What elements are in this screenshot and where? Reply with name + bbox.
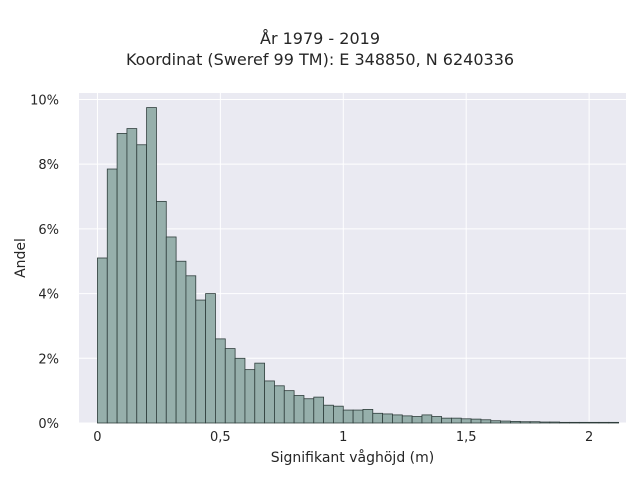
histogram-bar xyxy=(165,236,177,424)
histogram-bar xyxy=(205,293,216,424)
y-tick-label: 4% xyxy=(38,288,59,303)
y-tick-label: 0% xyxy=(38,417,59,432)
histogram-bar xyxy=(470,418,482,424)
y-tick-label: 2% xyxy=(38,352,59,367)
histogram-bar xyxy=(175,260,187,424)
histogram-bar xyxy=(529,421,541,424)
histogram-bar xyxy=(106,168,118,424)
y-axis-label: Andel xyxy=(13,238,29,278)
histogram-bar xyxy=(185,275,197,424)
y-tick-label: 10% xyxy=(30,93,59,108)
x-axis-ticks: 0 0,5 1 1,5 2 xyxy=(93,430,593,445)
histogram-bar xyxy=(333,405,344,424)
histogram-bar xyxy=(293,395,305,424)
histogram-bar xyxy=(510,420,521,424)
histogram-bar xyxy=(500,420,511,424)
histogram-bar xyxy=(313,396,325,424)
histogram-bar xyxy=(441,417,452,424)
y-tick-label: 6% xyxy=(38,223,59,238)
x-tick-label: 1,5 xyxy=(456,430,477,445)
chart-title-line-1: År 1979 - 2019 xyxy=(260,29,380,48)
histogram-bar xyxy=(342,409,354,424)
y-axis-ticks: 0% 2% 4% 6% 8% 10% xyxy=(30,93,59,432)
y-tick-label: 8% xyxy=(38,158,59,173)
histogram-bar xyxy=(136,144,148,424)
histogram-bar xyxy=(480,419,492,424)
histogram-bar xyxy=(303,398,315,424)
histogram-bar xyxy=(116,133,128,424)
histogram-bar xyxy=(224,348,236,424)
histogram-bar xyxy=(411,416,423,424)
histogram-bar xyxy=(401,415,413,424)
histogram-bar xyxy=(392,414,403,424)
histogram-bar xyxy=(588,421,600,424)
histogram-bar xyxy=(608,421,620,424)
x-tick-label: 2 xyxy=(585,430,593,445)
x-axis-label: Signifikant våghöjd (m) xyxy=(271,449,434,466)
histogram-bar xyxy=(490,420,502,424)
histogram-bar xyxy=(195,299,207,424)
histogram-bar xyxy=(215,338,226,424)
x-tick-label: 0 xyxy=(93,430,101,445)
histogram-bar xyxy=(283,390,295,424)
histogram-bar xyxy=(372,412,384,424)
histogram-bar xyxy=(274,385,285,424)
histogram-bar xyxy=(254,362,266,424)
histogram-bar xyxy=(323,404,334,424)
histogram-bar xyxy=(146,107,157,424)
histogram-bar xyxy=(382,413,393,424)
histogram-bar xyxy=(264,380,275,424)
histogram-bar xyxy=(156,200,167,424)
histogram-bar xyxy=(519,421,531,424)
histogram-bar xyxy=(460,418,472,424)
histogram-bar xyxy=(234,357,246,424)
histogram-bar xyxy=(244,369,256,424)
histogram-bar xyxy=(539,421,551,424)
histogram-bar xyxy=(578,421,590,424)
histogram-bar xyxy=(421,414,433,424)
histogram-bar xyxy=(549,421,561,424)
histogram-bar xyxy=(126,128,138,424)
x-tick-label: 0,5 xyxy=(210,430,231,445)
histogram-bar xyxy=(451,417,462,424)
histogram-bar xyxy=(97,257,108,424)
histogram-bars xyxy=(97,107,620,424)
histogram-bar xyxy=(362,409,374,424)
histogram-bar xyxy=(352,409,364,424)
histogram-bar xyxy=(431,416,443,424)
histogram-bar xyxy=(598,421,610,424)
histogram-bar xyxy=(559,421,570,424)
chart-title-line-2: Koordinat (Sweref 99 TM): E 348850, N 62… xyxy=(125,50,515,69)
histogram-bar xyxy=(569,421,580,424)
x-tick-label: 1 xyxy=(339,430,347,445)
